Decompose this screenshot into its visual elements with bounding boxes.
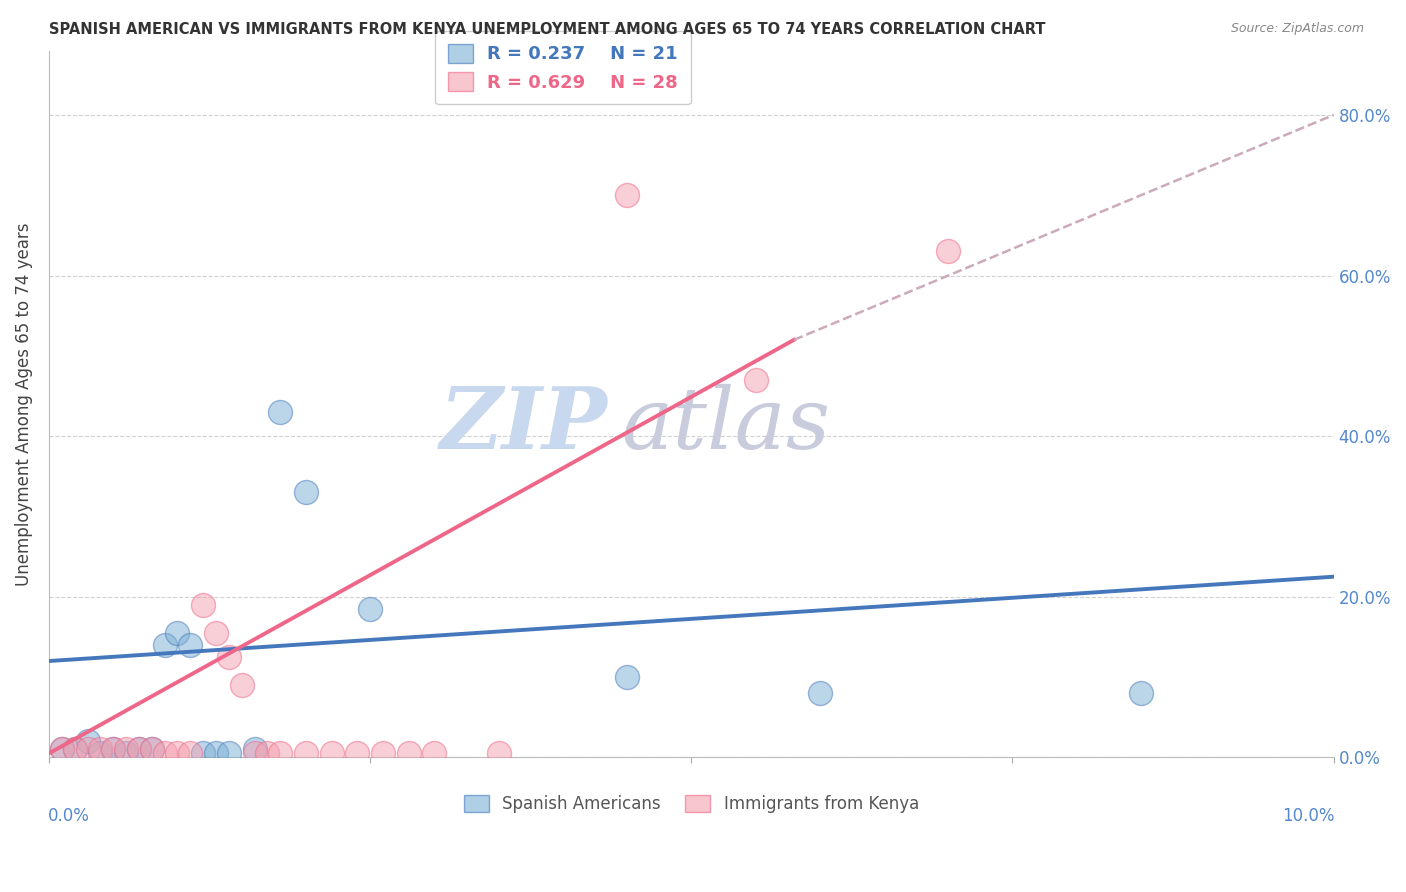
Point [191, 747, 214, 761]
Point [63, 742, 86, 756]
Point [51, 742, 73, 756]
Point [616, 188, 638, 202]
Point [256, 747, 278, 761]
Point [269, 747, 291, 761]
Point [103, 742, 125, 756]
Point [166, 626, 188, 640]
Point [115, 742, 138, 756]
Point [231, 678, 253, 692]
Point [166, 747, 188, 761]
Text: SPANISH AMERICAN VS IMMIGRANTS FROM KENYA UNEMPLOYMENT AMONG AGES 65 TO 74 YEARS: SPANISH AMERICAN VS IMMIGRANTS FROM KENY… [49, 22, 1046, 37]
Text: Source: ZipAtlas.com: Source: ZipAtlas.com [1230, 22, 1364, 36]
Point [321, 747, 343, 761]
Point [141, 742, 163, 756]
Point [936, 244, 959, 259]
Point [51, 742, 73, 756]
Point [179, 638, 201, 652]
Point [89, 747, 111, 761]
Point [76, 734, 98, 748]
Point [1129, 686, 1152, 700]
Point [179, 747, 201, 761]
Point [488, 747, 510, 761]
Y-axis label: Unemployment Among Ages 65 to 74 years: Unemployment Among Ages 65 to 74 years [15, 222, 32, 586]
Text: 10.0%: 10.0% [1282, 807, 1334, 825]
Point [616, 670, 638, 684]
Point [398, 747, 420, 761]
Point [205, 747, 228, 761]
Point [191, 598, 214, 612]
Point [141, 742, 163, 756]
Point [295, 485, 318, 500]
Point [153, 638, 176, 652]
Point [744, 373, 766, 387]
Point [128, 742, 150, 756]
Point [346, 747, 368, 761]
Point [808, 686, 831, 700]
Point [128, 742, 150, 756]
Point [218, 747, 240, 761]
Point [205, 626, 228, 640]
Point [269, 405, 291, 419]
Point [423, 747, 446, 761]
Point [218, 650, 240, 665]
Point [243, 742, 266, 756]
Point [295, 747, 318, 761]
Point [359, 602, 381, 616]
Point [89, 742, 111, 756]
Point [76, 742, 98, 756]
Point [243, 747, 266, 761]
Point [371, 747, 394, 761]
Point [115, 747, 138, 761]
Point [103, 742, 125, 756]
Text: atlas: atlas [620, 384, 830, 467]
Point [63, 742, 86, 756]
Point [153, 747, 176, 761]
Text: ZIP: ZIP [440, 384, 607, 467]
Text: 0.0%: 0.0% [48, 807, 90, 825]
Legend: Spanish Americans, Immigrants from Kenya: Spanish Americans, Immigrants from Kenya [457, 789, 925, 820]
